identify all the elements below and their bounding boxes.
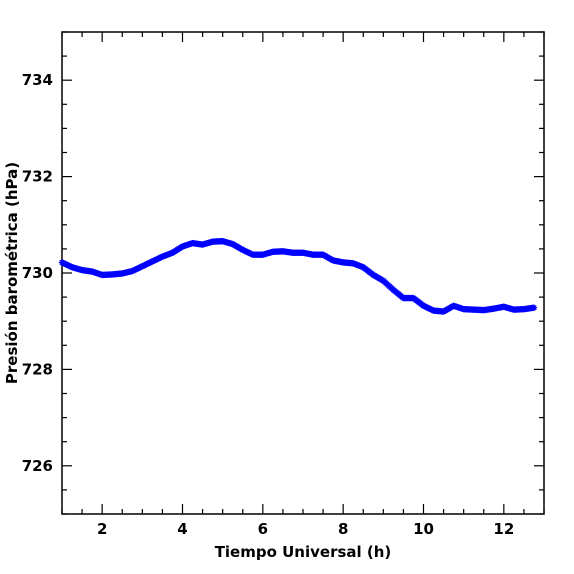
y-tick-label: 730 [22, 264, 53, 282]
axis-ticks [61, 31, 545, 515]
x-tick-label: 2 [97, 520, 107, 538]
y-tick-label: 732 [22, 168, 53, 186]
tick-labels: 2 4 6 8 10 12 726 728 730 732 734 [22, 71, 515, 538]
x-tick-label: 4 [177, 520, 187, 538]
x-tick-label: 12 [493, 520, 514, 538]
y-tick-label: 726 [22, 457, 53, 475]
data-points [58, 237, 538, 315]
y-tick-label: 728 [22, 360, 53, 378]
x-axis-title: Tiempo Universal (h) [215, 543, 392, 561]
y-tick-label: 734 [22, 71, 53, 89]
y-axis-title: Presión barométrica (hPa) [3, 162, 21, 384]
x-tick-label: 8 [338, 520, 348, 538]
x-tick-label: 10 [413, 520, 434, 538]
x-tick-label: 6 [258, 520, 268, 538]
data-point [530, 304, 538, 311]
